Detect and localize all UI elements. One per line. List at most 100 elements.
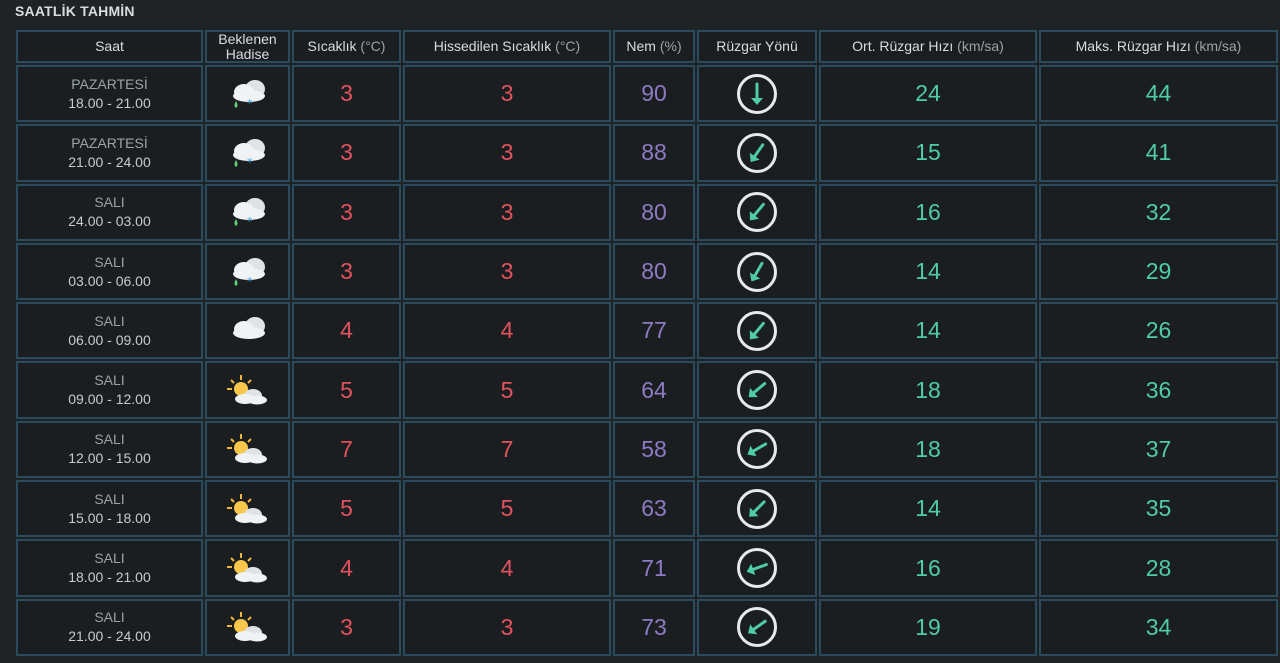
row-hadise: * (205, 242, 290, 301)
row-time: 03.00 - 06.00 (68, 272, 151, 289)
sleet-cloud-icon: * (223, 135, 273, 171)
row-wind-direction (697, 302, 817, 360)
row-wind-max: 44 (1039, 65, 1278, 123)
row-wind-direction (697, 65, 817, 123)
row-temperature: 3 (292, 242, 401, 301)
row-humidity: 88 (613, 124, 695, 182)
row-wind-avg: 19 (819, 598, 1037, 656)
row-day: PAZARTESİ (71, 75, 148, 92)
row-day: PAZARTESİ (71, 134, 148, 151)
row-time: 21.00 - 24.00 (68, 153, 151, 170)
row-humidity: 58 (613, 420, 695, 479)
row-day: SALI (94, 431, 125, 448)
row-saat: SALI 18.00 - 21.00 (16, 539, 203, 597)
sleet-cloud-icon: * (223, 76, 273, 112)
row-humidity: 64 (613, 361, 695, 419)
wind-direction-arrow-icon (736, 606, 778, 648)
row-feels-like: 5 (403, 361, 611, 419)
row-wind-max: 36 (1039, 361, 1278, 419)
hourly-forecast-table: Saat Beklenen Hadise Sıcaklık (°C) Hisse… (15, 29, 1278, 659)
row-saat: PAZARTESİ 21.00 - 24.00 (16, 124, 203, 182)
header-hissedilen: Hissedilen Sıcaklık (°C) (403, 30, 611, 63)
row-time: 06.00 - 09.00 (68, 331, 151, 348)
row-saat: SALI 03.00 - 06.00 (16, 242, 203, 301)
svg-text:*: * (247, 275, 253, 288)
row-feels-like: 3 (403, 242, 611, 301)
row-humidity: 80 (613, 183, 695, 241)
row-day: SALI (94, 550, 125, 567)
row-feels-like: 3 (403, 183, 611, 241)
wind-direction-arrow-icon (736, 73, 778, 115)
row-wind-max: 41 (1039, 124, 1278, 182)
wind-direction-arrow-icon (736, 428, 778, 470)
row-feels-like: 3 (403, 598, 611, 656)
section-title: SAATLİK TAHMİN (15, 3, 135, 19)
row-feels-like: 3 (403, 65, 611, 123)
row-saat: SALI 12.00 - 15.00 (16, 420, 203, 479)
row-feels-like: 4 (403, 302, 611, 360)
header-hadise-line2: Hadise (225, 45, 270, 62)
partly-cloudy-icon (223, 609, 273, 645)
partly-cloudy-icon (223, 550, 273, 586)
row-wind-direction (697, 361, 817, 419)
row-wind-max: 37 (1039, 420, 1278, 479)
row-time: 21.00 - 24.00 (68, 628, 151, 645)
row-humidity: 80 (613, 242, 695, 301)
row-wind-max: 29 (1039, 242, 1278, 301)
partly-cloudy-icon (223, 491, 273, 527)
row-wind-max: 34 (1039, 598, 1278, 656)
svg-text:*: * (247, 97, 253, 110)
row-temperature: 4 (292, 302, 401, 360)
wind-direction-arrow-icon (736, 369, 778, 411)
row-feels-like: 7 (403, 420, 611, 479)
row-feels-like: 3 (403, 124, 611, 182)
row-wind-avg: 14 (819, 302, 1037, 360)
header-sicaklik: Sıcaklık (°C) (292, 30, 401, 63)
row-temperature: 3 (292, 183, 401, 241)
row-wind-avg: 16 (819, 183, 1037, 241)
row-saat: SALI 15.00 - 18.00 (16, 480, 203, 538)
row-day: SALI (94, 194, 125, 211)
wind-direction-arrow-icon (736, 191, 778, 233)
row-wind-max: 26 (1039, 302, 1278, 360)
header-hadise-line1: Beklenen (218, 30, 277, 47)
row-wind-direction (697, 124, 817, 182)
partly-cloudy-icon (223, 431, 273, 467)
wind-direction-arrow-icon (736, 310, 778, 352)
row-day: SALI (94, 490, 125, 507)
row-time: 09.00 - 12.00 (68, 391, 151, 408)
row-temperature: 3 (292, 124, 401, 182)
row-wind-direction (697, 420, 817, 479)
wind-direction-arrow-icon (736, 132, 778, 174)
row-hadise (205, 598, 290, 656)
row-saat: SALI 24.00 - 03.00 (16, 183, 203, 241)
row-time: 18.00 - 21.00 (68, 94, 151, 111)
sleet-cloud-icon: * (223, 194, 273, 230)
wind-direction-arrow-icon (736, 547, 778, 589)
row-wind-max: 28 (1039, 539, 1278, 597)
partly-cloudy-icon (223, 372, 273, 408)
row-humidity: 90 (613, 65, 695, 123)
row-temperature: 4 (292, 539, 401, 597)
row-wind-avg: 16 (819, 539, 1037, 597)
row-temperature: 3 (292, 598, 401, 656)
cloud-icon (223, 313, 273, 349)
row-temperature: 7 (292, 420, 401, 479)
row-wind-max: 35 (1039, 480, 1278, 538)
row-hadise (205, 361, 290, 419)
row-wind-direction (697, 183, 817, 241)
header-saat: Saat (16, 30, 203, 63)
row-wind-direction (697, 598, 817, 656)
row-wind-avg: 24 (819, 65, 1037, 123)
row-time: 15.00 - 18.00 (68, 509, 151, 526)
row-humidity: 71 (613, 539, 695, 597)
row-wind-direction (697, 539, 817, 597)
row-day: SALI (94, 253, 125, 270)
row-saat: PAZARTESİ 18.00 - 21.00 (16, 65, 203, 123)
row-wind-avg: 14 (819, 242, 1037, 301)
row-saat: SALI 09.00 - 12.00 (16, 361, 203, 419)
wind-direction-arrow-icon (736, 488, 778, 530)
row-day: SALI (94, 609, 125, 626)
row-time: 24.00 - 03.00 (68, 213, 151, 230)
row-saat: SALI 21.00 - 24.00 (16, 598, 203, 656)
